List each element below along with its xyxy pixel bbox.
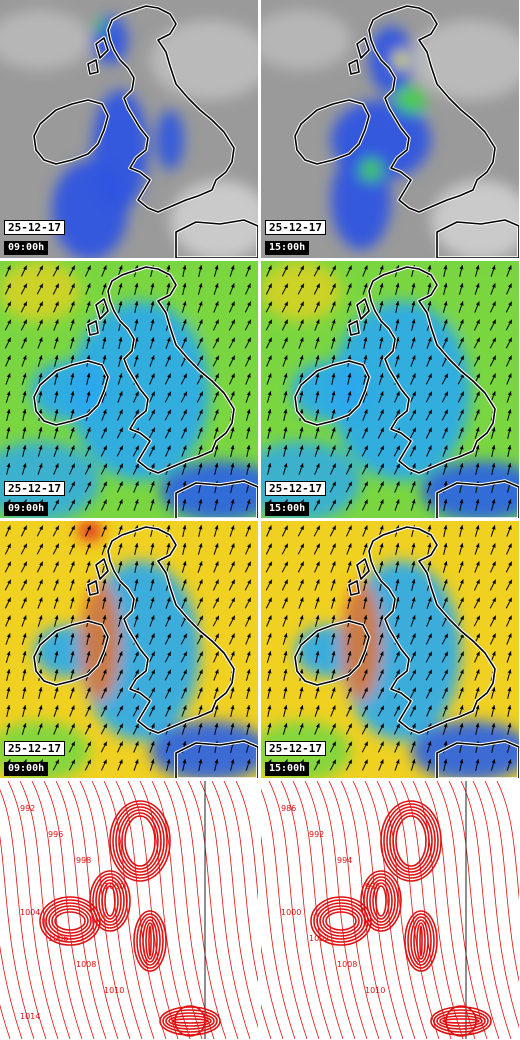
isobar-label: 992	[309, 830, 324, 839]
hour-label: 15:00h	[265, 762, 310, 776]
row-divider	[0, 258, 520, 261]
isobar-label: 1000	[104, 882, 124, 891]
isobar-label: 1010	[365, 986, 385, 995]
pressure-map-svg: 986 992 994 996 1000 1002 1008 1010	[261, 781, 519, 1039]
hour-label: 15:00h	[265, 241, 310, 255]
wind-speed-map-0900: 25-12-17 09:00h	[0, 261, 258, 519]
hour-label: 09:00h	[4, 762, 49, 776]
row-divider	[0, 518, 520, 521]
date-label: 25-12-17	[4, 481, 65, 496]
date-label: 25-12-17	[4, 220, 65, 235]
wind-speed-map-1500: 25-12-17 15:00h	[261, 261, 519, 519]
isobar-label: 1014	[20, 1012, 40, 1021]
precipitation-map-0900: 25-12-17 09:00h	[0, 0, 258, 258]
pressure-isobar-map-left: 992 996 998 1000 1004 1006 1008 1010 1014	[0, 781, 258, 1039]
isobar-label: 992	[20, 804, 35, 813]
isobar-label: 1008	[337, 960, 357, 969]
timestamp: 25-12-17 15:00h	[265, 481, 326, 516]
isobar-label: 996	[48, 830, 63, 839]
wind-speed-map-svg	[261, 261, 519, 519]
isobar-label: 1006	[48, 934, 68, 943]
pressure-isobar-map-right: 986 992 994 996 1000 1002 1008 1010	[261, 781, 519, 1039]
isobar-label: 994	[337, 856, 352, 865]
isobar-label: 998	[76, 856, 91, 865]
isobar-label: 1008	[76, 960, 96, 969]
isobar-label: 1004	[20, 908, 40, 917]
timestamp: 25-12-17 15:00h	[265, 741, 326, 776]
timestamp: 25-12-17 09:00h	[4, 741, 65, 776]
date-label: 25-12-17	[265, 481, 326, 496]
timestamp: 25-12-17 15:00h	[265, 220, 326, 255]
hour-label: 09:00h	[4, 502, 49, 516]
row-divider	[0, 778, 520, 781]
wind-speed-map-svg	[0, 261, 258, 519]
precipitation-map-svg	[261, 0, 519, 258]
date-label: 25-12-17	[4, 741, 65, 756]
wind-gust-map-0900: 25-12-17 09:00h	[0, 521, 258, 779]
pressure-map-svg: 992 996 998 1000 1004 1006 1008 1010 1014	[0, 781, 258, 1039]
wind-gust-map-svg	[0, 521, 258, 779]
isobar-label: 1000	[281, 908, 301, 917]
hour-label: 09:00h	[4, 241, 49, 255]
isobar-label: 996	[365, 882, 380, 891]
date-label: 25-12-17	[265, 741, 326, 756]
isobar-label: 1010	[104, 986, 124, 995]
wind-gust-map-1500: 25-12-17 15:00h	[261, 521, 519, 779]
isobar-label: 986	[281, 804, 296, 813]
isobar-label: 1002	[309, 934, 329, 943]
timestamp: 25-12-17 09:00h	[4, 220, 65, 255]
date-label: 25-12-17	[265, 220, 326, 235]
precipitation-map-svg	[0, 0, 258, 258]
timestamp: 25-12-17 09:00h	[4, 481, 65, 516]
hour-label: 15:00h	[265, 502, 310, 516]
precipitation-map-1500: 25-12-17 15:00h	[261, 0, 519, 258]
